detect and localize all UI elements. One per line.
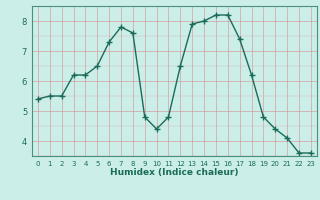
X-axis label: Humidex (Indice chaleur): Humidex (Indice chaleur) bbox=[110, 168, 239, 177]
